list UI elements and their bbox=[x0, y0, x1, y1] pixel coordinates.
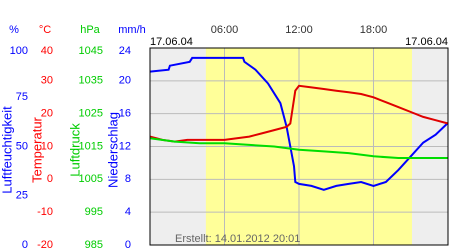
y-tick-label: 985 bbox=[85, 239, 103, 250]
y-tick-label: 8 bbox=[125, 173, 131, 185]
y-tick-label: 4 bbox=[125, 206, 131, 218]
x-tick-label: 06:00 bbox=[211, 24, 239, 36]
y-tick-label: 25 bbox=[16, 190, 28, 202]
y-tick-label: 20 bbox=[41, 108, 53, 120]
axis-unit: °C bbox=[39, 24, 51, 36]
date-right: 17.06.04 bbox=[405, 36, 448, 48]
y-tick-label: -10 bbox=[37, 206, 53, 218]
axis-unit: % bbox=[9, 24, 19, 36]
y-tick-label: 24 bbox=[119, 45, 131, 57]
y-tick-label: 995 bbox=[85, 206, 103, 218]
x-tick-label: 18:00 bbox=[360, 24, 388, 36]
series-line bbox=[149, 84, 449, 143]
y-tick-label: 10 bbox=[41, 140, 53, 152]
y-tick-label: 75 bbox=[16, 91, 28, 103]
y-tick-label: 0 bbox=[22, 239, 28, 250]
axis-unit: hPa bbox=[80, 24, 100, 36]
y-tick-label: 12 bbox=[119, 140, 131, 152]
y-tick-label: 16 bbox=[119, 108, 131, 120]
axis-title: Luftdruck bbox=[67, 123, 82, 177]
y-tick-label: 1045 bbox=[79, 45, 103, 57]
series-line bbox=[149, 56, 449, 191]
footer: Erstellt: 14.01.2012 20:01 bbox=[175, 233, 300, 245]
axis-title: Niederschlag bbox=[105, 112, 120, 188]
y-tick-label: 30 bbox=[41, 75, 53, 87]
y-tick-label: 50 bbox=[16, 140, 28, 152]
y-tick-label: 100 bbox=[10, 45, 28, 57]
y-tick-label: 0 bbox=[125, 239, 131, 250]
y-tick-label: -20 bbox=[37, 239, 53, 250]
y-tick-label: 40 bbox=[41, 45, 53, 57]
axis-title: Luftfeuchtigkeit bbox=[0, 106, 14, 194]
y-tick-label: 1015 bbox=[79, 140, 103, 152]
x-tick-label: 12:00 bbox=[285, 24, 313, 36]
y-tick-label: 1005 bbox=[79, 173, 103, 185]
y-tick-label: 0 bbox=[47, 173, 53, 185]
date-left: 17.06.04 bbox=[150, 36, 193, 48]
y-tick-label: 20 bbox=[119, 75, 131, 87]
y-tick-label: 1035 bbox=[79, 75, 103, 87]
plot-border bbox=[149, 47, 449, 246]
y-tick-label: 1025 bbox=[79, 108, 103, 120]
series-line bbox=[149, 137, 448, 159]
axis-unit: mm/h bbox=[118, 24, 146, 36]
axis-title: Temperatur bbox=[29, 116, 44, 182]
